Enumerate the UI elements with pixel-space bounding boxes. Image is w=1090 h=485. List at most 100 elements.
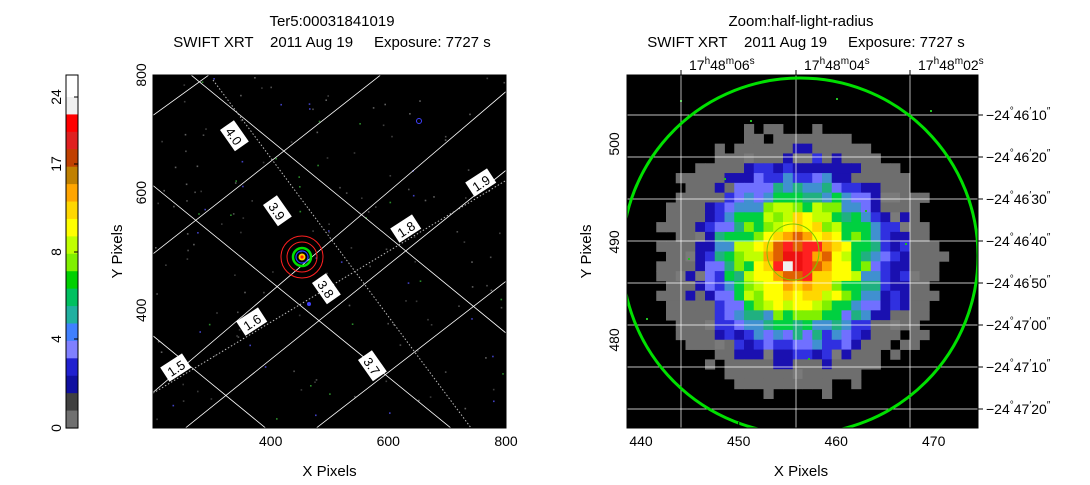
image-pixel [724, 271, 735, 282]
image-pixel [900, 212, 911, 223]
colorbar-segment [66, 218, 78, 237]
image-pixel [792, 222, 803, 233]
background-count [299, 210, 302, 213]
image-pixel [734, 300, 745, 311]
left-grid-line [184, 169, 506, 428]
image-pixel [890, 231, 901, 243]
image-pixel [666, 251, 677, 262]
background-count [182, 383, 184, 386]
image-pixel [763, 310, 774, 321]
image-pixel [792, 329, 803, 341]
image-pixel [724, 153, 735, 164]
image-pixel [890, 261, 901, 272]
colorbar-segment [66, 149, 78, 168]
background-count [493, 400, 495, 403]
background-count [384, 103, 386, 106]
image-pixel [919, 300, 930, 311]
colorbar-segment [66, 236, 78, 255]
background-count [433, 196, 435, 198]
image-pixel [773, 369, 784, 380]
image-pixel [822, 388, 833, 399]
image-pixel [831, 349, 842, 360]
background-count [500, 306, 503, 309]
image-pixel [763, 271, 774, 282]
image-pixel [841, 241, 852, 252]
image-pixel [763, 290, 774, 301]
image-pixel [763, 300, 774, 311]
background-count [264, 366, 267, 368]
image-speck [865, 210, 867, 212]
image-pixel [685, 271, 696, 282]
right-subtitle: SWIFT XRT 2011 Aug 19 Exposure: 7727 s [647, 34, 964, 51]
image-pixel [744, 202, 755, 213]
background-count [389, 201, 392, 204]
image-pixel [812, 163, 823, 174]
image-pixel [880, 251, 891, 262]
image-pixel [870, 290, 881, 301]
image-pixel [851, 251, 862, 262]
image-pixel [792, 378, 803, 390]
image-pixel [695, 163, 706, 174]
image-pixel [861, 182, 872, 194]
right-xtick: 460 [825, 433, 849, 449]
image-pixel [744, 271, 755, 282]
image-pixel [890, 349, 901, 360]
image-pixel [744, 300, 755, 311]
image-pixel [744, 222, 755, 233]
image-pixel [792, 212, 803, 223]
background-count [157, 202, 159, 205]
image-pixel [724, 329, 735, 341]
background-count [240, 119, 243, 122]
image-pixel [773, 231, 784, 243]
image-pixel [773, 329, 784, 341]
colorbar-segment [66, 288, 78, 307]
background-count [241, 160, 244, 163]
image-pixel [724, 310, 735, 321]
image-pixel [763, 349, 774, 360]
colorbar-segment [66, 97, 78, 116]
image-pixel [822, 163, 833, 174]
background-count [486, 284, 488, 287]
background-count [315, 257, 318, 259]
image-pixel [861, 349, 872, 360]
image-pixel [763, 182, 774, 194]
image-pixel [792, 143, 803, 154]
image-pixel [919, 271, 930, 282]
background-count [372, 107, 375, 109]
image-pixel [783, 251, 794, 262]
image-pixel [792, 153, 803, 164]
image-pixel [685, 241, 696, 252]
image-pixel [851, 329, 862, 341]
image-pixel [880, 163, 891, 174]
left-blob [416, 118, 422, 124]
background-count [492, 355, 494, 358]
background-count [327, 95, 329, 97]
image-pixel [753, 133, 764, 145]
colorbar: 0 4 8 17 24 [48, 74, 79, 432]
image-pixel [822, 290, 833, 301]
left-grid-line [190, 75, 506, 334]
image-pixel [890, 329, 901, 341]
background-count [471, 318, 473, 320]
background-count [392, 323, 395, 326]
background-count [314, 381, 316, 383]
image-pixel [666, 280, 677, 292]
image-pixel [744, 280, 755, 292]
image-pixel [705, 339, 716, 350]
image-pixel [705, 163, 716, 174]
image-pixel [919, 222, 930, 233]
image-pixel [724, 369, 735, 380]
image-pixel [831, 369, 842, 380]
image-pixel [773, 173, 784, 184]
background-count [161, 140, 163, 143]
background-count [165, 264, 167, 266]
image-pixel [666, 271, 677, 282]
image-pixel [822, 143, 833, 154]
background-count [418, 399, 420, 402]
image-pixel [773, 182, 784, 194]
image-pixel [695, 241, 706, 252]
image-pixel [822, 261, 833, 272]
image-pixel [773, 290, 784, 301]
background-count [417, 350, 419, 352]
image-pixel [831, 202, 842, 213]
